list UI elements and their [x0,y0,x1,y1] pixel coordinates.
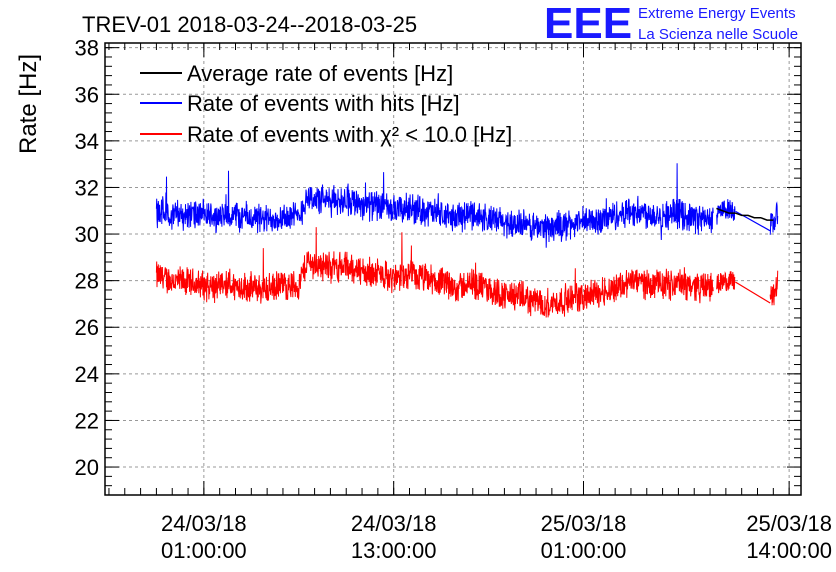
series-line-2 [769,270,779,306]
y-tick-label: 32 [75,175,99,200]
y-tick-label: 20 [75,455,99,480]
x-tick-label-date: 25/03/18 [746,511,832,536]
y-tick-label: 26 [75,315,99,340]
series-line-2 [735,281,771,304]
eee-logo: EEE Extreme Energy Events La Scienza nel… [544,0,798,48]
data-series [155,163,779,318]
legend-label-average: Average rate of events [Hz] [187,61,453,86]
y-tick-label: 38 [75,36,99,61]
y-tick-label: 30 [75,222,99,247]
x-tick-label-time: 13:00:00 [351,538,437,563]
y-tick-label: 28 [75,269,99,294]
logo-line-1: Extreme Energy Events [638,5,796,22]
series-line-2 [155,227,714,318]
series-line-1 [769,201,779,235]
x-tick-label-date: 24/03/18 [351,511,437,536]
x-tick-label-time: 01:00:00 [161,538,247,563]
series-line-0 [716,207,774,221]
y-tick-label: 22 [75,408,99,433]
x-tick-label-time: 14:00:00 [746,538,832,563]
y-tick-label: 24 [75,362,99,387]
logo-mark: EEE [544,0,632,48]
series-line-1 [735,210,771,232]
legend: Average rate of events [Hz] Rate of even… [140,61,512,147]
y-tick-label: 34 [75,129,99,154]
y-tick-label: 36 [75,82,99,107]
x-tick-label-date: 25/03/18 [541,511,627,536]
x-tick-label-date: 24/03/18 [161,511,247,536]
legend-label-chi2: Rate of events with χ² < 10.0 [Hz] [187,122,512,147]
series-line-1 [155,163,714,248]
series-line-2 [716,271,736,294]
x-tick-label-time: 01:00:00 [541,538,627,563]
legend-label-hits: Rate of events with hits [Hz] [187,91,460,116]
axes: 2022242628303234363824/03/1801:00:0024/0… [75,36,832,563]
chart-title: TREV-01 2018-03-24--2018-03-25 [82,12,417,37]
logo-line-2: La Scienza nelle Scuole [638,26,798,43]
series-line-1 [716,199,736,225]
plot-frame [104,42,802,496]
y-axis-title: Rate [Hz] [15,54,42,154]
